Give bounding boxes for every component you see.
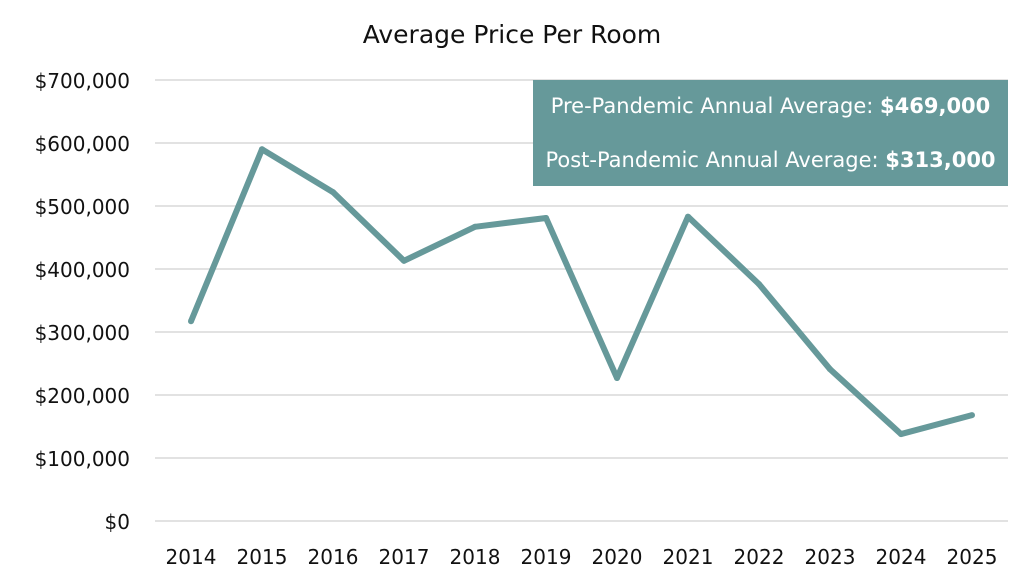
x-tick-label: 2025 bbox=[947, 545, 998, 569]
price-line bbox=[188, 146, 973, 438]
y-tick-label: $600,000 bbox=[35, 132, 130, 156]
data-point bbox=[685, 213, 691, 220]
post-pandemic-average: Post-Pandemic Annual Average: $313,000 bbox=[533, 148, 1008, 172]
average-annotation-box: Pre-Pandemic Annual Average: $469,000 Po… bbox=[533, 80, 1008, 186]
x-tick-label: 2022 bbox=[734, 545, 785, 569]
y-tick-label: $200,000 bbox=[35, 384, 130, 408]
y-tick-label: $400,000 bbox=[35, 258, 130, 282]
x-tick-label: 2024 bbox=[876, 545, 927, 569]
data-point bbox=[543, 214, 549, 221]
pre-value: $469,000 bbox=[880, 94, 991, 118]
y-tick-label: $300,000 bbox=[35, 321, 130, 345]
data-point bbox=[330, 189, 336, 196]
chart-title: Average Price Per Room bbox=[362, 20, 662, 49]
data-point bbox=[188, 318, 194, 325]
x-tick-label: 2014 bbox=[166, 545, 217, 569]
pre-pandemic-average: Pre-Pandemic Annual Average: $469,000 bbox=[533, 94, 1008, 118]
data-point bbox=[756, 281, 762, 288]
x-tick-label: 2021 bbox=[663, 545, 714, 569]
x-tick-label: 2019 bbox=[521, 545, 572, 569]
post-value: $313,000 bbox=[885, 148, 996, 172]
y-tick-label: $0 bbox=[105, 510, 130, 534]
x-tick-label: 2018 bbox=[450, 545, 501, 569]
data-point bbox=[614, 374, 620, 381]
x-tick-label: 2017 bbox=[379, 545, 430, 569]
x-tick-label: 2015 bbox=[237, 545, 288, 569]
post-label: Post-Pandemic Annual Average: bbox=[545, 148, 886, 172]
x-tick-label: 2023 bbox=[805, 545, 856, 569]
data-point bbox=[898, 431, 904, 438]
y-tick-label: $500,000 bbox=[35, 195, 130, 219]
data-point bbox=[969, 412, 975, 419]
x-tick-label: 2020 bbox=[592, 545, 643, 569]
data-point bbox=[259, 146, 265, 153]
data-point bbox=[472, 223, 478, 230]
data-point bbox=[401, 257, 407, 264]
data-point bbox=[827, 366, 833, 373]
x-tick-label: 2016 bbox=[308, 545, 359, 569]
y-tick-label: $100,000 bbox=[35, 447, 130, 471]
pre-label: Pre-Pandemic Annual Average: bbox=[550, 94, 881, 118]
y-tick-label: $700,000 bbox=[35, 69, 130, 93]
